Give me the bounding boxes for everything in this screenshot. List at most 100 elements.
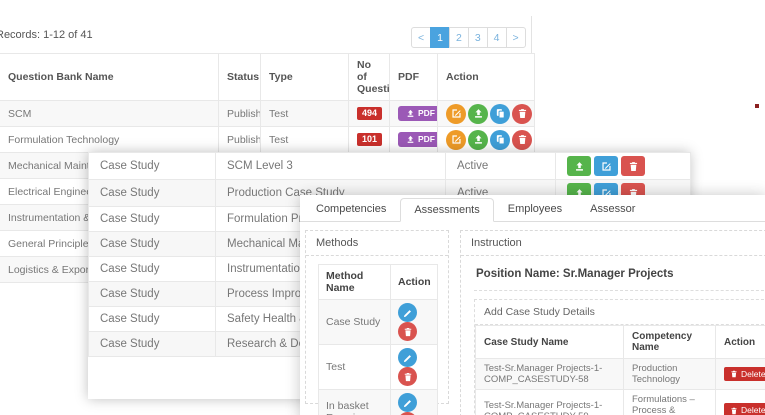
table-row: Test <box>318 344 438 390</box>
copy-button[interactable] <box>490 103 510 124</box>
trash-icon <box>730 407 738 415</box>
methods-panel-title: Methods <box>306 231 448 256</box>
table-row: Test-Sr.Manager Projects-1-COMP_CASESTUD… <box>475 389 765 415</box>
add-case-study-panel: Add Case Study Details Case Study Name C… <box>474 299 765 415</box>
delete-button[interactable]: Delete <box>724 366 765 382</box>
method-name: In basket Exercise <box>318 389 391 415</box>
col-case-study-name: Case Study Name <box>475 325 624 359</box>
pagination: < 1 2 3 4 > <box>411 27 526 48</box>
edit-icon <box>601 161 612 172</box>
case-study-name: Test-Sr.Manager Projects-1-COMP_CASESTUD… <box>475 389 624 415</box>
qb-name: Formulation Technology <box>0 126 219 153</box>
pencil-icon <box>403 353 413 363</box>
upload-button[interactable] <box>468 103 488 124</box>
upload-button[interactable] <box>468 129 488 150</box>
pagination-next[interactable]: > <box>505 27 526 48</box>
assessment-method: Case Study <box>88 256 216 282</box>
assessment-method: Case Study <box>88 231 216 257</box>
assessment-method: Case Study <box>88 331 216 357</box>
edit-button[interactable] <box>594 156 618 176</box>
tab-competencies[interactable]: Competencies <box>316 203 387 215</box>
table-row: Formulation Technology Publish Test 101 … <box>0 126 535 153</box>
pdf-download-button[interactable]: PDF <box>398 132 437 147</box>
case-study-header-row: Case Study Name Competency Name Action <box>475 325 765 359</box>
pagination-page-4[interactable]: 4 <box>486 27 507 48</box>
table-row: Case Study SCM Level 3 Active <box>88 152 691 180</box>
assessment-method: Case Study <box>88 179 216 207</box>
qb-type: Test <box>260 126 349 153</box>
pdf-download-button[interactable]: PDF <box>398 106 437 121</box>
delete-button[interactable] <box>512 129 532 150</box>
instruction-panel-title: Instruction <box>461 231 765 256</box>
add-case-study-title: Add Case Study Details <box>475 300 765 325</box>
delete-button[interactable]: Delete <box>724 403 765 415</box>
col-action: Action <box>437 53 535 101</box>
copy-icon <box>495 134 506 145</box>
qb-type: Test <box>260 100 349 127</box>
trash-icon <box>517 108 528 119</box>
edit-button[interactable] <box>446 103 466 124</box>
col-action: Action <box>715 325 765 359</box>
upload-icon <box>406 109 415 118</box>
tab-bar: Competencies Assessments Employees Asses… <box>300 195 765 222</box>
pagination-prev[interactable]: < <box>411 27 432 48</box>
trash-icon <box>403 327 413 337</box>
delete-button[interactable] <box>621 156 645 176</box>
pencil-icon <box>403 308 413 318</box>
trash-icon <box>517 134 528 145</box>
col-status: Status <box>218 53 261 101</box>
upload-icon <box>473 134 484 145</box>
table-row: Test-Sr.Manager Projects-1-COMP_CASESTUD… <box>475 358 765 390</box>
methods-panel: Methods Method Name Action Case Study Te… <box>305 230 449 415</box>
col-no-of-questions: No of Questions <box>348 53 390 101</box>
edit-icon <box>451 108 462 119</box>
col-method-name: Method Name <box>318 264 391 300</box>
table-row: In basket Exercise <box>318 389 438 415</box>
tab-assessor[interactable]: Assessor <box>590 203 636 215</box>
col-question-bank-name: Question Bank Name <box>0 53 219 101</box>
trash-icon <box>403 372 413 382</box>
pagination-page-1[interactable]: 1 <box>430 27 450 48</box>
instruction-panel: Instruction Position Name: Sr.Manager Pr… <box>460 230 765 415</box>
delete-button[interactable] <box>398 367 417 386</box>
edit-button[interactable] <box>398 303 417 322</box>
divider <box>474 290 765 291</box>
method-name: Case Study <box>318 299 391 345</box>
tab-employees[interactable]: Employees <box>507 203 563 215</box>
edit-icon <box>451 134 462 145</box>
records-count: Records: 1-12 of 41 <box>0 29 93 41</box>
table-row: SCM Publish Test 494 PDF <box>0 100 535 127</box>
trash-icon <box>628 161 639 172</box>
copy-icon <box>495 108 506 119</box>
delete-button[interactable] <box>512 103 532 124</box>
table-row: Case Study <box>318 299 438 345</box>
copy-button[interactable] <box>490 129 510 150</box>
clipped-red-element <box>755 104 759 108</box>
edit-button[interactable] <box>398 393 417 412</box>
col-competency-name: Competency Name <box>623 325 716 359</box>
competency-name: Production Technology <box>623 358 716 390</box>
edit-button[interactable] <box>446 129 466 150</box>
col-action: Action <box>390 264 438 300</box>
upload-icon <box>574 161 585 172</box>
tab-assessments[interactable]: Assessments <box>400 198 494 222</box>
col-pdf: PDF <box>389 53 438 101</box>
edit-button[interactable] <box>398 348 417 367</box>
position-name: Position Name: Sr.Manager Projects <box>476 268 674 280</box>
delete-button[interactable] <box>398 412 417 415</box>
pagination-page-3[interactable]: 3 <box>467 27 488 48</box>
upload-button[interactable] <box>567 156 591 176</box>
col-type: Type <box>260 53 349 101</box>
assessment-method: Case Study <box>88 306 216 332</box>
pagination-page-2[interactable]: 2 <box>448 27 469 48</box>
qb-status: Publish <box>218 100 261 127</box>
upload-icon <box>473 108 484 119</box>
case-study-name: Test-Sr.Manager Projects-1-COMP_CASESTUD… <box>475 358 624 390</box>
competency-name: Formulations – Process & Technology <box>623 389 716 415</box>
delete-button[interactable] <box>398 322 417 341</box>
assessment-status: Active <box>445 152 556 180</box>
qb-status: Publish <box>218 126 261 153</box>
question-bank-header-row: Question Bank Name Status Type No of Que… <box>0 53 535 101</box>
trash-icon <box>730 370 738 378</box>
